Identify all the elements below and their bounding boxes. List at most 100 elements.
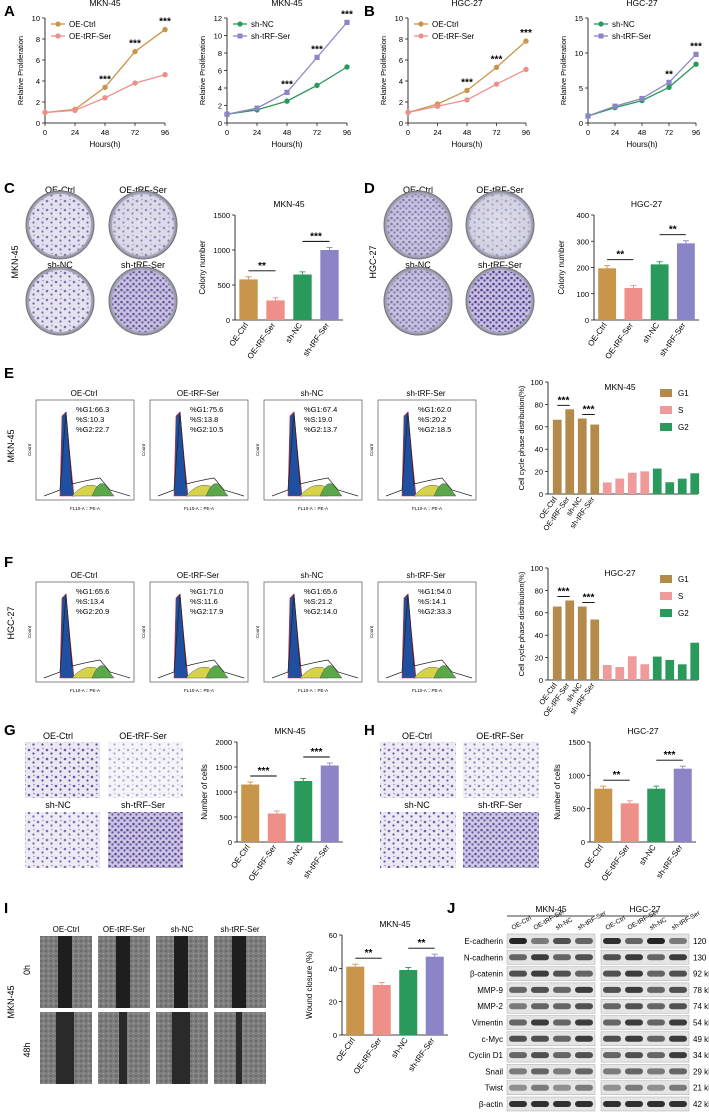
blot-strip (506, 1064, 596, 1079)
blot-strip (506, 1015, 596, 1030)
transwell-image (25, 742, 100, 798)
y-tick-label: 8 (36, 35, 40, 44)
blot-band (553, 1035, 571, 1042)
significance-stars: ** (365, 948, 373, 959)
chart-title: MKN-45 (89, 0, 120, 8)
bar (320, 250, 339, 320)
image-label: OE-tRF-Ser (476, 731, 524, 741)
cell-line-label: HGC-27 (368, 245, 378, 278)
bar (590, 619, 600, 680)
bar (673, 768, 692, 842)
x-tick-label: sh-NC (638, 843, 659, 867)
blot-strip (600, 1064, 690, 1079)
legend-label: G2 (678, 423, 689, 432)
y-tick-label: 0 (399, 119, 403, 128)
data-point (254, 105, 260, 111)
significance-stars: ** (258, 261, 266, 272)
blot-band (625, 1084, 643, 1091)
y-axis-label: Count (255, 443, 260, 456)
panel-letter-e: E (4, 365, 14, 382)
dish-label: sh-NC (405, 260, 431, 270)
x-tick-label: 48 (101, 128, 109, 137)
dish-label: sh-tRF-Ser (478, 260, 522, 270)
y-tick-label: 8 (218, 49, 222, 58)
lane-label: OE-Ctrl (511, 915, 534, 932)
blot-band (531, 970, 549, 977)
time-label-48h: 48h (22, 1042, 32, 1057)
cell-line-label: MKN-45 (10, 245, 20, 278)
blot-band (509, 1003, 527, 1010)
y-tick-label: 60 (535, 609, 543, 618)
blot-band (553, 1052, 571, 1059)
y-tick-label: 10 (395, 14, 403, 23)
phase-stat: %G2:13.7 (304, 425, 337, 434)
bar (241, 784, 260, 842)
blot-band (647, 986, 665, 993)
bar (425, 956, 444, 1035)
blot-band (509, 1019, 527, 1026)
dish-label: OE-tRF-Ser (476, 185, 524, 195)
y-tick-label: 300 (576, 237, 589, 246)
blot-band (647, 1035, 665, 1042)
y-axis-label: Relative Proliferation (559, 36, 568, 105)
y-axis-label: Relative Proliferation (16, 36, 25, 105)
bar (598, 268, 617, 320)
legend-label: OE-tRF-Ser (69, 32, 112, 41)
y-tick-label: 12 (214, 14, 222, 23)
blot-band (531, 1003, 549, 1010)
legend-swatch (660, 389, 672, 397)
y-tick-label: 10 (575, 49, 583, 58)
bar-chart: MKN-45 0 20 40 60 Wound closure (%) OE-CtrlOE-… (305, 919, 448, 1076)
colony-dish-cells (469, 270, 531, 332)
data-point (493, 81, 500, 87)
blot-band (603, 1101, 621, 1107)
bar (294, 781, 313, 842)
blot-band (575, 986, 593, 993)
significance-stars: *** (129, 39, 141, 50)
blot-band (553, 938, 571, 944)
y-tick-label: 0 (539, 676, 543, 685)
histogram-outline (385, 593, 473, 679)
bar (627, 656, 637, 680)
blot-band (647, 954, 665, 961)
protein-label: Cyclin D1 (469, 1051, 504, 1060)
bar (594, 788, 613, 842)
blot-band (625, 1068, 643, 1075)
significance-stars: *** (583, 593, 595, 604)
blot-strip (506, 966, 596, 981)
y-tick-label: 100 (530, 378, 543, 387)
significance-stars: *** (690, 41, 702, 52)
phase-stat: %G2:17.9 (190, 607, 223, 616)
histogram-title: sh-tRF-Ser (406, 571, 445, 580)
data-point (666, 84, 672, 91)
legend-marker (418, 21, 424, 27)
histogram-outline (157, 593, 245, 679)
phase-stat: %G1:67.4 (304, 405, 337, 414)
data-point (523, 66, 529, 73)
phase-stat: %S:13.8 (190, 415, 218, 424)
histogram-frame (149, 399, 249, 501)
legend-swatch (660, 423, 672, 431)
y-tick-label: 5 (579, 84, 583, 93)
x-axis-label: FL10-A :: PE-A (70, 506, 100, 511)
bar (665, 482, 675, 494)
blot-band (647, 938, 665, 944)
y-tick-label: 500 (217, 281, 230, 290)
chart-title: MKN-45 (604, 382, 635, 392)
x-tick-label: 0 (225, 128, 229, 137)
proliferation-chart: HGC-27 0 5 10 15 0 24 48 72 96 Hours(h) Relative Pr… (559, 0, 702, 149)
y-tick-label: 6 (399, 56, 403, 65)
blot-band (669, 970, 687, 977)
flow-histogram: sh-tRF-Ser %G1:62.0%S:20.2%G2:18.5 FL10-A … (369, 389, 477, 511)
blot-band (603, 970, 621, 977)
band-size-label: 130 kDa (693, 953, 709, 962)
legend-swatch (660, 592, 672, 600)
x-tick-label: 96 (522, 128, 530, 137)
transwell-image (108, 812, 183, 868)
data-point (224, 111, 230, 117)
blot-strip (600, 933, 690, 949)
lane-label: sh-tRF-Ser (577, 909, 609, 931)
significance-stars: *** (583, 405, 595, 416)
y-axis-label: Wound closure (%) (305, 951, 314, 1019)
